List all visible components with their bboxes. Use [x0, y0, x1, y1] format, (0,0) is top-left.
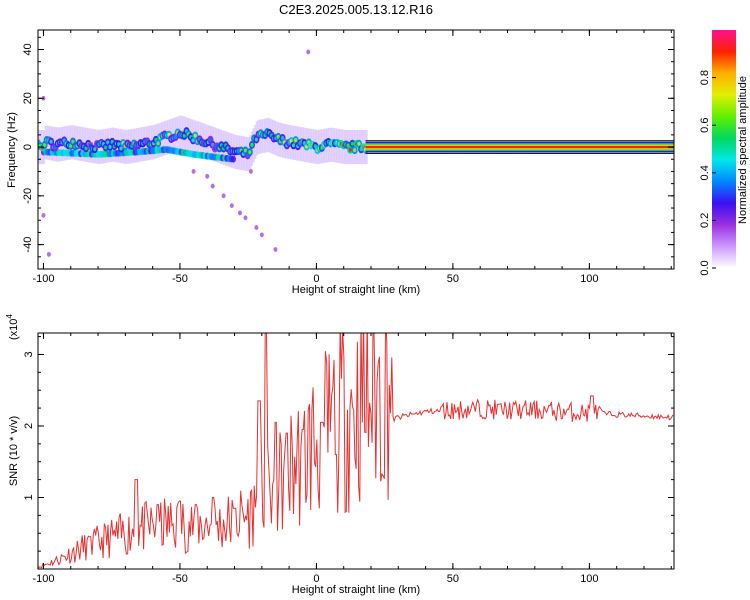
spectrogram-point	[237, 210, 242, 216]
y-tick-label: 20	[22, 92, 34, 104]
colorbar-ticks: 0.0 0.2 0.4 0.6 0.8	[699, 70, 716, 276]
x-tick-label: 0	[313, 573, 319, 585]
spectrogram-point	[221, 193, 226, 199]
colorbar-gradient	[712, 30, 736, 268]
y-tick-label: -40	[22, 237, 34, 253]
spectrogram-cell	[350, 141, 355, 146]
spectrogram-cell	[280, 135, 285, 140]
spectrogram-cell	[173, 135, 178, 140]
spectrogram-cell	[348, 147, 352, 152]
spectrogram-cell	[104, 145, 108, 150]
spectrogram-cell	[291, 143, 296, 148]
spectrogram-point	[41, 212, 46, 218]
spectrogram-point	[243, 215, 248, 221]
x-tick-label: 100	[580, 273, 598, 285]
snr-scale-exponent: 4	[5, 314, 14, 319]
snr-series-line	[38, 333, 674, 569]
spectrogram-cell	[119, 146, 123, 151]
x-tick-label: 0	[313, 273, 319, 285]
spectrogram-stable-band	[365, 145, 674, 149]
colorbar: 0.0 0.2 0.4 0.6 0.8 Normalized spectral ampl…	[699, 30, 749, 276]
spectrogram-point	[229, 203, 234, 208]
spectrogram-cell	[294, 138, 298, 143]
y-tick-label: -20	[22, 188, 34, 204]
snr-xlabel: Height of straight line (km)	[292, 584, 420, 596]
spectrogram-cell	[248, 150, 252, 155]
spectrogram-point	[191, 169, 196, 174]
spectrogram-point	[306, 49, 311, 55]
y-tick-label: 1	[23, 494, 35, 500]
colorbar-tick-label: 0.4	[699, 165, 711, 180]
y-tick-label: 40	[22, 43, 34, 55]
colorbar-tick-label: 0.6	[699, 118, 711, 133]
spectrogram-cell	[250, 142, 254, 147]
x-tick-label: -100	[32, 273, 54, 285]
spectrogram-cell	[71, 139, 75, 144]
snr-frame	[37, 332, 675, 570]
spectrogram-cell	[208, 137, 213, 142]
snr-panel: -100 -50 0 50 100 1 2 3 Height of straight line…	[5, 314, 675, 596]
spectrogram-ticks: -100 -50 0 50 100 -40 -20 0 20 40	[22, 30, 674, 285]
spectrogram-frame	[37, 29, 675, 270]
spectrogram-cell	[357, 141, 361, 146]
spectrogram-cell	[108, 144, 112, 149]
colorbar-tick-label: 0.0	[699, 260, 711, 275]
spectrogram-cell	[93, 147, 97, 152]
x-tick-label: 100	[580, 573, 598, 585]
spectrogram-point	[248, 169, 253, 174]
spectrogram-point	[46, 251, 51, 257]
spectrogram-panel: -100 -50 0 50 100 -40 -20 0 20 40 Height of strai…	[6, 29, 675, 296]
x-tick-label: 50	[447, 573, 459, 585]
y-tick-label: 2	[23, 423, 35, 429]
spectrogram-cell	[230, 155, 236, 163]
spectrogram-point	[254, 225, 259, 230]
snr-ticks: -100 -50 0 50 100 1 2 3	[23, 333, 674, 585]
snr-scale-label: (x104	[5, 314, 20, 340]
x-tick-label: -50	[172, 273, 188, 285]
chart-title: C2E3.2025.005.13.12.R16	[279, 2, 433, 17]
spectrogram-cell	[193, 133, 197, 138]
spectrogram-cell	[49, 139, 53, 144]
spectrogram-point	[259, 232, 264, 238]
colorbar-tick-label: 0.2	[699, 213, 711, 228]
x-tick-label: -100	[32, 573, 54, 585]
spectrogram-cell	[42, 143, 47, 148]
spectrogram-cell	[276, 134, 280, 139]
x-tick-label: -50	[172, 573, 188, 585]
spectrogram-cell	[254, 137, 258, 142]
y-tick-label: 3	[23, 351, 35, 357]
spectrogram-cell	[191, 138, 195, 143]
svg-text:(x104: (x104	[5, 314, 20, 340]
spectrogram-point	[205, 173, 210, 179]
spectrogram-cell	[353, 148, 357, 153]
x-tick-label: 50	[447, 273, 459, 285]
y-tick-label: 0	[22, 144, 34, 150]
spectrogram-point	[210, 183, 215, 189]
spectrogram-marks	[38, 49, 674, 257]
spectrogram-xlabel: Height of straight line (km)	[292, 284, 420, 296]
spectrogram-cell	[243, 148, 248, 153]
spectrogram-cell	[182, 133, 186, 138]
colorbar-label: Normalized spectral amplitude	[737, 76, 749, 224]
spectrogram-ylabel: Frequency (Hz)	[6, 112, 18, 188]
colorbar-tick-label: 0.8	[699, 70, 711, 85]
snr-ylabel: SNR (10 * v/v)	[8, 416, 20, 486]
spectrogram-point	[273, 247, 278, 252]
snr-scale-text: (x10	[8, 319, 20, 340]
spectrogram-cell	[156, 141, 160, 146]
